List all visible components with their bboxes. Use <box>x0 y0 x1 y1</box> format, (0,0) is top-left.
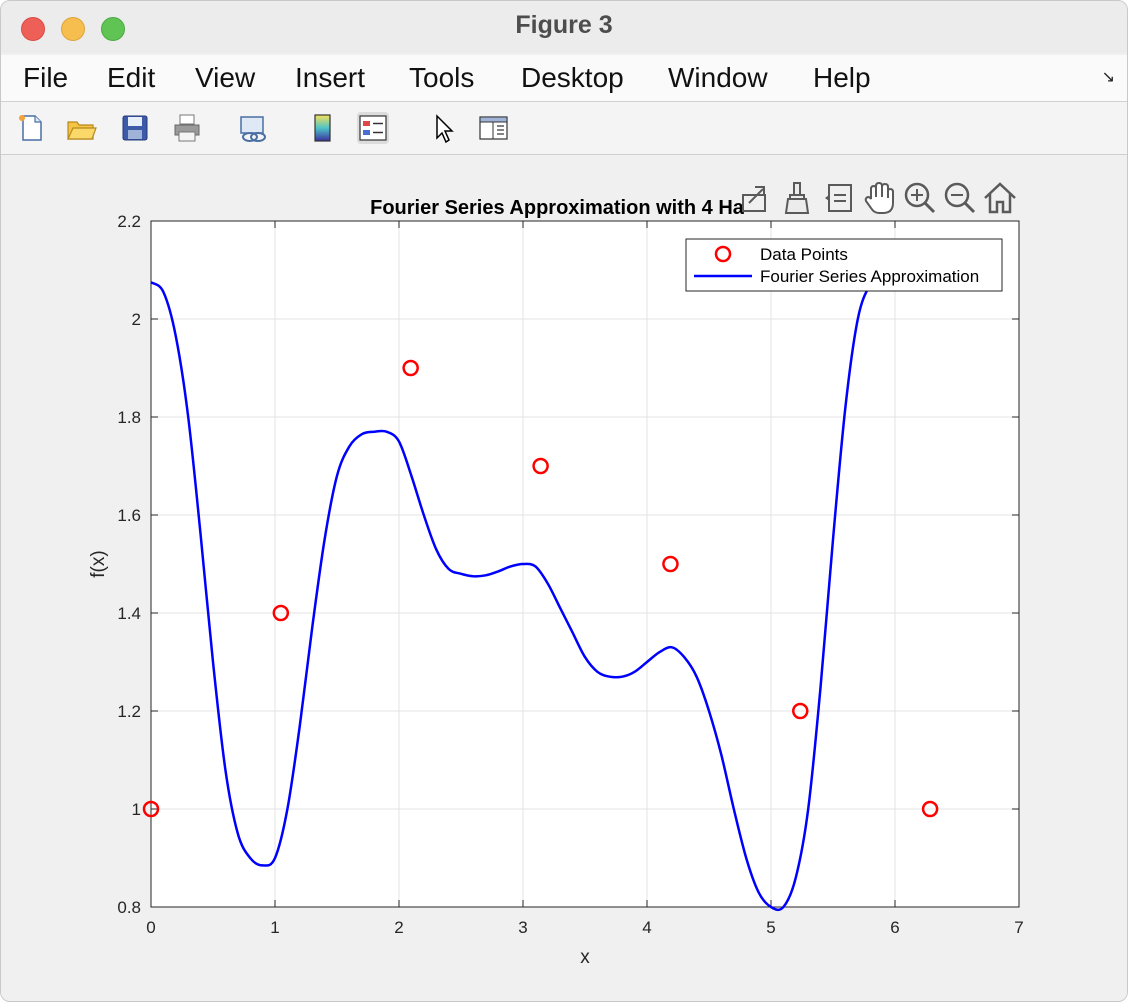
data-point <box>792 702 809 720</box>
y-tick-label: 2.2 <box>117 212 141 231</box>
x-tick-label: 2 <box>394 918 403 937</box>
y-axis-label: f(x) <box>88 550 109 577</box>
menu-edit[interactable]: Edit <box>107 62 156 93</box>
data-point <box>662 555 679 573</box>
dock-arrow-icon[interactable]: ↘ <box>1101 69 1115 86</box>
legend-label-fourier: Fourier Series Approximation <box>760 267 979 286</box>
y-tick-label: 1 <box>132 800 141 819</box>
home-icon[interactable] <box>984 182 1016 214</box>
x-tick-label: 3 <box>518 918 527 937</box>
chart-title: Fourier Series Approximation with 4 Ha <box>370 197 745 219</box>
y-tick-labels: 0.8 1 1.2 1.4 1.6 1.8 2 2.2 <box>117 212 141 917</box>
window-title: Figure 3 <box>515 11 613 39</box>
data-point <box>272 604 290 622</box>
y-tick-label: 2 <box>132 310 141 329</box>
close-window-button[interactable] <box>21 17 45 41</box>
zoom-in-icon[interactable] <box>904 182 936 214</box>
y-tick-label: 1.8 <box>117 408 141 427</box>
x-tick-label: 7 <box>1014 918 1023 937</box>
x-tick-label: 1 <box>270 918 279 937</box>
title-bar: Figure 3 <box>1 1 1127 53</box>
pan-hand-icon[interactable] <box>864 181 894 214</box>
open-file-icon[interactable] <box>65 112 97 144</box>
export-icon[interactable] <box>742 186 766 212</box>
menu-tools[interactable]: Tools <box>409 62 475 93</box>
edit-plot-cursor-icon[interactable] <box>429 112 461 144</box>
menu-bar: File Edit View Insert Tools Desktop Wind… <box>1 55 1127 102</box>
fourier-series-curve <box>150 268 896 912</box>
x-tick-label: 5 <box>766 918 775 937</box>
axes-toolbar <box>742 181 1016 214</box>
brush-icon[interactable] <box>784 182 810 214</box>
menu-help[interactable]: Help <box>813 62 871 93</box>
axes-background[interactable] <box>151 221 1019 907</box>
menu-insert[interactable]: Insert <box>295 62 366 93</box>
save-icon[interactable] <box>119 112 151 144</box>
legend-label-data-points: Data Points <box>760 245 848 264</box>
axes-frame <box>150 220 1020 908</box>
y-tick-label: 1.6 <box>117 506 141 525</box>
legend-box <box>685 238 1003 292</box>
data-point <box>142 800 160 818</box>
figure-canvas: 0 1 2 3 4 5 6 7 0.8 1 1.2 1.4 1.6 1.8 2 2.2 Fourier Se… <box>1 155 1127 1001</box>
plot-canvas: 0 1 2 3 4 5 6 7 0.8 1 1.2 1.4 1.6 1.8 2 2.2 Fourier Se… <box>88 181 1024 968</box>
menu-view[interactable]: View <box>195 62 256 93</box>
menu-window[interactable]: Window <box>668 62 768 93</box>
zoom-out-icon[interactable] <box>944 182 976 214</box>
property-inspector-icon[interactable] <box>477 112 509 144</box>
colorbar-icon[interactable] <box>307 112 339 144</box>
data-point <box>532 457 549 475</box>
x-tick-label: 6 <box>890 918 899 937</box>
datatip-icon[interactable] <box>825 184 852 212</box>
print-icon[interactable] <box>171 112 203 144</box>
x-tick-labels: 0 1 2 3 4 5 6 7 <box>146 918 1023 937</box>
data-points <box>142 359 939 818</box>
figure-toolbar <box>1 102 1127 155</box>
legend[interactable]: Data Points Fourier Series Approximation <box>685 238 1003 292</box>
y-tick-label: 1.2 <box>117 702 141 721</box>
data-point <box>402 359 419 377</box>
menu-desktop[interactable]: Desktop <box>521 62 624 93</box>
menu-file[interactable]: File <box>23 62 69 93</box>
maximize-window-button[interactable] <box>101 17 125 41</box>
minimize-window-button[interactable] <box>61 17 85 41</box>
y-tick-label: 0.8 <box>117 898 141 917</box>
new-figure-icon[interactable] <box>15 112 47 144</box>
x-tick-label: 4 <box>642 918 651 937</box>
data-point <box>921 800 939 818</box>
x-axis-label: x <box>580 947 590 968</box>
legend-icon[interactable] <box>357 112 389 144</box>
y-tick-label: 1.4 <box>117 604 141 623</box>
legend-marker-data-points <box>714 245 732 263</box>
x-tick-label: 0 <box>146 918 155 937</box>
link-plot-icon[interactable] <box>237 112 269 144</box>
